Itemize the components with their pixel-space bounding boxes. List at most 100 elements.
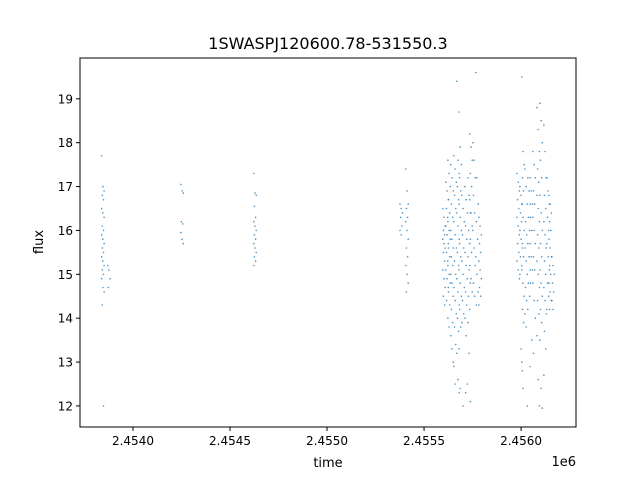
data-point xyxy=(471,159,474,161)
data-point xyxy=(522,321,525,324)
data-point xyxy=(543,260,546,262)
data-point xyxy=(536,299,539,302)
data-point xyxy=(545,313,548,315)
data-point xyxy=(453,286,455,289)
data-point xyxy=(399,229,401,232)
data-point xyxy=(548,220,551,223)
data-point xyxy=(546,308,548,311)
data-point xyxy=(464,317,466,320)
plot-frame xyxy=(79,57,577,428)
data-point xyxy=(449,282,452,284)
data-point xyxy=(456,277,458,280)
data-point xyxy=(548,194,550,197)
data-point xyxy=(457,264,460,267)
data-point xyxy=(445,207,448,210)
data-point xyxy=(473,247,475,249)
data-point xyxy=(550,212,553,214)
data-point xyxy=(529,269,531,271)
data-point xyxy=(539,242,542,245)
data-point xyxy=(461,299,464,302)
data-point xyxy=(473,212,476,214)
data-point xyxy=(527,242,529,245)
data-point xyxy=(520,194,522,197)
data-point xyxy=(527,308,529,311)
data-point xyxy=(517,181,519,183)
data-point xyxy=(519,229,521,232)
x-tick-label: 2.4555 xyxy=(403,434,445,448)
data-point xyxy=(457,225,459,227)
data-point xyxy=(181,190,183,192)
data-point xyxy=(452,247,455,249)
data-point xyxy=(524,313,526,315)
data-point xyxy=(522,190,525,192)
data-point xyxy=(454,168,456,170)
data-point xyxy=(538,220,541,223)
data-point xyxy=(466,304,468,306)
data-point xyxy=(546,216,549,219)
data-point xyxy=(443,242,445,245)
data-point xyxy=(450,255,453,258)
data-point xyxy=(462,405,464,407)
data-point xyxy=(521,361,523,363)
data-point xyxy=(536,234,539,236)
x-tick-label: 2.4550 xyxy=(306,434,348,448)
data-point xyxy=(253,234,256,236)
data-point xyxy=(523,229,525,232)
data-point xyxy=(531,229,533,232)
data-point xyxy=(450,203,453,205)
data-point xyxy=(457,330,460,333)
data-point xyxy=(478,304,480,306)
data-point xyxy=(447,242,450,245)
data-point xyxy=(254,238,257,240)
data-point xyxy=(541,229,544,232)
data-point xyxy=(460,229,463,232)
data-point xyxy=(478,260,480,262)
data-point xyxy=(455,247,458,249)
data-point xyxy=(107,286,110,289)
data-point xyxy=(446,260,449,262)
data-point xyxy=(538,313,540,315)
data-point xyxy=(548,308,551,311)
data-point xyxy=(544,207,547,210)
y-tick-label: 17 xyxy=(58,180,73,194)
data-point xyxy=(102,273,105,276)
data-point xyxy=(458,111,460,113)
data-point xyxy=(458,242,461,245)
data-point xyxy=(478,216,480,219)
data-point xyxy=(518,207,520,210)
data-point xyxy=(540,255,543,258)
data-point xyxy=(458,392,461,394)
data-point xyxy=(523,295,525,298)
data-point xyxy=(471,291,474,293)
data-point xyxy=(448,326,450,328)
data-point xyxy=(543,220,545,223)
data-point xyxy=(472,282,475,284)
data-point xyxy=(458,238,461,240)
data-point xyxy=(102,251,105,254)
data-point xyxy=(522,255,525,258)
data-point xyxy=(541,407,544,409)
data-point xyxy=(522,387,524,390)
data-point xyxy=(521,177,524,179)
data-point xyxy=(519,255,522,258)
data-point xyxy=(407,203,410,205)
data-point xyxy=(539,102,541,104)
data-point xyxy=(460,163,463,166)
data-point xyxy=(479,225,481,227)
data-point xyxy=(541,295,544,298)
data-point xyxy=(180,183,182,186)
x-axis-label: time xyxy=(313,456,342,471)
data-point xyxy=(446,216,449,219)
data-point xyxy=(521,370,524,372)
data-point xyxy=(477,291,480,293)
data-point xyxy=(479,269,481,271)
data-point xyxy=(470,212,472,214)
data-point xyxy=(528,295,531,298)
data-point xyxy=(102,185,104,188)
data-point xyxy=(103,291,105,293)
data-point xyxy=(447,317,449,320)
data-point xyxy=(520,348,522,350)
data-point xyxy=(521,76,523,78)
data-point xyxy=(546,177,548,179)
